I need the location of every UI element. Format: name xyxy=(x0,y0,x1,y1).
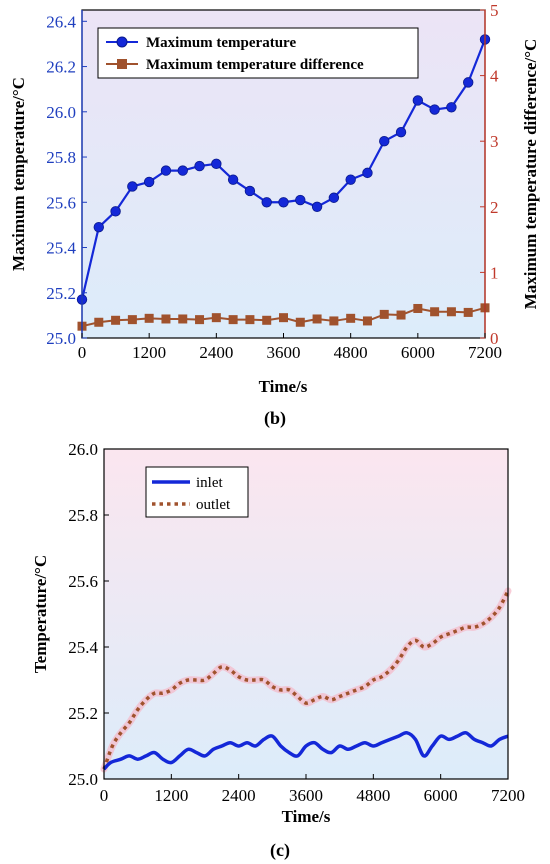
point-max-temp xyxy=(430,105,440,115)
point-max-temp xyxy=(396,127,406,137)
point-max-temp-diff xyxy=(380,310,389,319)
point-max-temp xyxy=(363,168,373,178)
point-max-temp xyxy=(463,78,473,88)
caption-c: (c) xyxy=(270,840,290,861)
point-max-temp-diff xyxy=(413,304,422,313)
point-max-temp xyxy=(279,197,289,207)
legend-label-outlet: outlet xyxy=(196,497,231,513)
y-tick-label-c: 25.2 xyxy=(68,704,98,723)
point-max-temp-diff xyxy=(296,318,305,327)
legend-c: inlet outlet xyxy=(146,467,248,517)
x-tick-label-c: 0 xyxy=(100,786,109,805)
y-axis-label-left-b: Maximum temperature/°C xyxy=(9,77,28,271)
point-max-temp-diff xyxy=(279,313,288,322)
y-tick-label-right-b: 5 xyxy=(490,1,499,20)
x-tick-label-b: 6000 xyxy=(401,343,435,362)
point-max-temp-diff xyxy=(313,314,322,323)
y-tick-label-c: 26.0 xyxy=(68,440,98,459)
point-max-temp-diff xyxy=(363,316,372,325)
point-max-temp-diff xyxy=(161,314,170,323)
point-max-temp xyxy=(295,195,305,205)
point-max-temp xyxy=(128,182,138,192)
legend-marker-max-temp xyxy=(117,37,127,47)
point-max-temp-diff xyxy=(195,315,204,324)
point-max-temp-diff xyxy=(447,307,456,316)
legend-b: Maximum temperature Maximum temperature … xyxy=(98,28,418,78)
x-tick-label-c: 7200 xyxy=(491,786,525,805)
y-axis-label-c: Temperature/°C xyxy=(31,555,50,673)
x-tick-label-b: 3600 xyxy=(267,343,301,362)
y-tick-label-right-b: 2 xyxy=(490,198,499,217)
point-max-temp xyxy=(413,96,423,106)
point-max-temp-diff xyxy=(464,308,473,317)
x-tick-label-b: 4800 xyxy=(334,343,368,362)
legend-label-inlet: inlet xyxy=(196,475,223,491)
point-max-temp-diff xyxy=(178,314,187,323)
y-axis-label-right-b: Maximum temperature difference/°C xyxy=(521,39,540,310)
point-max-temp xyxy=(262,197,272,207)
y-tick-label-left-b: 25.8 xyxy=(46,148,76,167)
point-max-temp xyxy=(161,166,171,176)
y-tick-label-left-b: 25.0 xyxy=(46,329,76,348)
point-max-temp xyxy=(228,175,238,185)
point-max-temp-diff xyxy=(346,314,355,323)
point-max-temp xyxy=(447,102,457,112)
x-axis-label-c: Time/s xyxy=(282,807,331,826)
y-tick-label-left-b: 25.2 xyxy=(46,284,76,303)
point-max-temp-diff xyxy=(111,316,120,325)
y-tick-label-left-b: 26.4 xyxy=(46,12,76,31)
y-tick-label-c: 25.0 xyxy=(68,770,98,789)
x-tick-label-b: 2400 xyxy=(199,343,233,362)
x-axis-label-b: Time/s xyxy=(259,377,308,396)
x-tick-label-c: 2400 xyxy=(222,786,256,805)
point-max-temp xyxy=(312,202,322,212)
point-max-temp xyxy=(94,222,104,232)
y-tick-label-left-b: 25.6 xyxy=(46,193,76,212)
point-max-temp xyxy=(245,186,255,196)
y-tick-label-left-b: 26.0 xyxy=(46,103,76,122)
point-max-temp-diff xyxy=(94,318,103,327)
y-tick-label-right-b: 4 xyxy=(490,67,499,86)
point-max-temp-diff xyxy=(329,316,338,325)
y-tick-label-left-b: 26.2 xyxy=(46,58,76,77)
point-max-temp-diff xyxy=(212,313,221,322)
point-max-temp xyxy=(178,166,188,176)
x-tick-label-c: 3600 xyxy=(289,786,323,805)
chart-b: 0 1200 2400 3600 4800 6000 7200 25.0 25.2 25.4 25.… xyxy=(9,1,540,429)
legend-label-max-temp-diff: Maximum temperature difference xyxy=(146,57,364,73)
x-tick-label-b: 0 xyxy=(78,343,87,362)
point-max-temp-diff xyxy=(397,311,406,320)
point-max-temp-diff xyxy=(245,315,254,324)
x-tick-label-b: 1200 xyxy=(132,343,166,362)
y-tick-label-right-b: 1 xyxy=(490,263,499,282)
point-max-temp-diff xyxy=(145,314,154,323)
point-max-temp xyxy=(346,175,356,185)
point-max-temp-diff xyxy=(229,315,238,324)
point-max-temp xyxy=(144,177,154,187)
chart-c: 0 1200 2400 3600 4800 6000 7200 25.0 25.2 25.4 25.… xyxy=(31,440,525,861)
point-max-temp xyxy=(379,136,389,146)
point-max-temp xyxy=(111,207,121,217)
y-tick-label-c: 25.8 xyxy=(68,506,98,525)
x-tick-label-c: 1200 xyxy=(154,786,188,805)
legend-marker-max-temp-diff xyxy=(117,59,127,69)
y-tick-label-c: 25.6 xyxy=(68,572,98,591)
x-tick-label-c: 4800 xyxy=(356,786,390,805)
point-max-temp xyxy=(195,161,205,171)
point-max-temp-diff xyxy=(262,316,271,325)
y-tick-label-right-b: 3 xyxy=(490,132,499,151)
caption-b: (b) xyxy=(264,408,286,429)
x-tick-label-c: 6000 xyxy=(424,786,458,805)
y-tick-label-left-b: 25.4 xyxy=(46,239,76,258)
point-max-temp-diff xyxy=(430,307,439,316)
y-tick-label-c: 25.4 xyxy=(68,638,98,657)
y-tick-label-right-b: 0 xyxy=(490,329,499,348)
point-max-temp xyxy=(212,159,222,169)
point-max-temp xyxy=(329,193,339,203)
legend-label-max-temp: Maximum temperature xyxy=(146,35,296,51)
point-max-temp-diff xyxy=(128,315,137,324)
